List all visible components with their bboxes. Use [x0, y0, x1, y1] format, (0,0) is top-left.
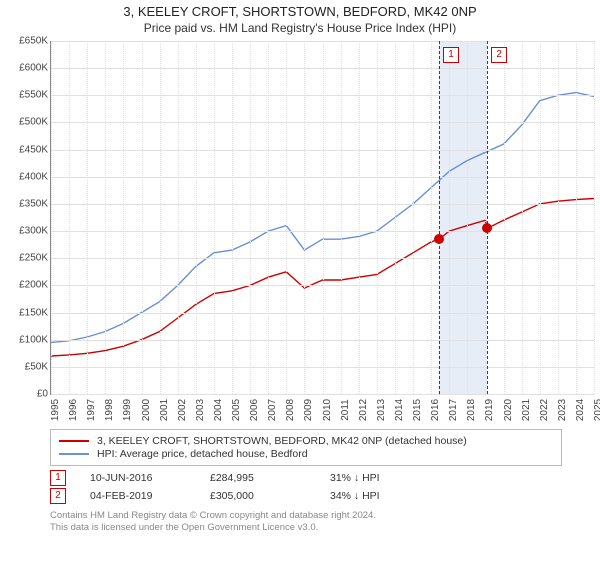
x-axis-label: 2014	[394, 399, 405, 421]
y-axis-label: £600K	[19, 63, 48, 74]
y-axis-label: £300K	[19, 226, 48, 237]
event-line	[487, 41, 488, 394]
x-axis-label: 2017	[448, 399, 459, 421]
y-axis-label: £400K	[19, 171, 48, 182]
table-row: 2 04-FEB-2019 £305,000 34% ↓ HPI	[50, 488, 562, 504]
x-axis-label: 2016	[430, 399, 441, 421]
legend: 3, KEELEY CROFT, SHORTSTOWN, BEDFORD, MK…	[50, 429, 562, 466]
y-axis-label: £150K	[19, 307, 48, 318]
x-axis-label: 1998	[104, 399, 115, 421]
row-date: 04-FEB-2019	[90, 490, 210, 502]
y-axis-label: £350K	[19, 198, 48, 209]
chart-subtitle: Price paid vs. HM Land Registry's House …	[0, 21, 600, 35]
x-axis-label: 2024	[575, 399, 586, 421]
x-axis-label: 2002	[177, 399, 188, 421]
x-axis-label: 2003	[195, 399, 206, 421]
x-axis-label: 2018	[466, 399, 477, 421]
y-axis-label: £100K	[19, 334, 48, 345]
x-axis-label: 2004	[213, 399, 224, 421]
y-axis-label: £50K	[25, 361, 48, 372]
legend-item: HPI: Average price, detached house, Bedf…	[59, 448, 553, 460]
plot-area: 12	[50, 41, 594, 395]
transaction-point	[434, 234, 444, 244]
x-axis-label: 2001	[159, 399, 170, 421]
y-axis-label: £550K	[19, 90, 48, 101]
x-axis-label: 2019	[484, 399, 495, 421]
row-id-box: 2	[50, 488, 66, 504]
table-row: 1 10-JUN-2016 £284,995 31% ↓ HPI	[50, 470, 562, 486]
x-axis-label: 1997	[86, 399, 97, 421]
footer: Contains HM Land Registry data © Crown c…	[50, 510, 562, 535]
event-marker: 1	[443, 47, 459, 63]
x-axis-label: 2022	[539, 399, 550, 421]
legend-item: 3, KEELEY CROFT, SHORTSTOWN, BEDFORD, MK…	[59, 435, 553, 447]
x-axis-label: 2012	[358, 399, 369, 421]
row-delta: 31% ↓ HPI	[330, 472, 450, 484]
row-price: £284,995	[210, 472, 330, 484]
x-axis-label: 2020	[503, 399, 514, 421]
footer-line: Contains HM Land Registry data © Crown c…	[50, 510, 562, 522]
transaction-point	[482, 223, 492, 233]
x-axis-label: 2009	[303, 399, 314, 421]
x-axis-label: 2007	[267, 399, 278, 421]
x-axis-label: 2011	[340, 399, 351, 421]
row-date: 10-JUN-2016	[90, 472, 210, 484]
y-axis-label: £250K	[19, 253, 48, 264]
x-axis-label: 2005	[231, 399, 242, 421]
y-axis-label: £0	[37, 389, 48, 400]
event-marker: 2	[491, 47, 507, 63]
x-axis-label: 2015	[412, 399, 423, 421]
x-axis-label: 2025	[593, 399, 600, 421]
event-line	[439, 41, 440, 394]
footer-line: This data is licensed under the Open Gov…	[50, 522, 562, 534]
legend-swatch	[59, 440, 89, 442]
legend-label: HPI: Average price, detached house, Bedf…	[97, 448, 308, 460]
x-axis-label: 2021	[521, 399, 532, 421]
x-axis-label: 1999	[122, 399, 133, 421]
row-id-box: 1	[50, 470, 66, 486]
x-axis-label: 2006	[249, 399, 260, 421]
x-axis-label: 2008	[285, 399, 296, 421]
x-axis-label: 2013	[376, 399, 387, 421]
legend-label: 3, KEELEY CROFT, SHORTSTOWN, BEDFORD, MK…	[97, 435, 467, 447]
y-axis-label: £200K	[19, 280, 48, 291]
x-axis-label: 1996	[68, 399, 79, 421]
x-axis-label: 2023	[557, 399, 568, 421]
x-axis-label: 2000	[141, 399, 152, 421]
chart-title: 3, KEELEY CROFT, SHORTSTOWN, BEDFORD, MK…	[0, 4, 600, 19]
row-delta: 34% ↓ HPI	[330, 490, 450, 502]
y-axis-label: £450K	[19, 144, 48, 155]
legend-swatch	[59, 453, 89, 455]
chart-area: 12 £0£50K£100K£150K£200K£250K£300K£350K£…	[38, 41, 598, 421]
y-axis-label: £500K	[19, 117, 48, 128]
x-axis-label: 2010	[322, 399, 333, 421]
chart-container: 3, KEELEY CROFT, SHORTSTOWN, BEDFORD, MK…	[0, 4, 600, 564]
transaction-table: 1 10-JUN-2016 £284,995 31% ↓ HPI 2 04-FE…	[50, 470, 562, 504]
x-axis-label: 1995	[50, 399, 61, 421]
row-price: £305,000	[210, 490, 330, 502]
y-axis-label: £650K	[19, 36, 48, 47]
